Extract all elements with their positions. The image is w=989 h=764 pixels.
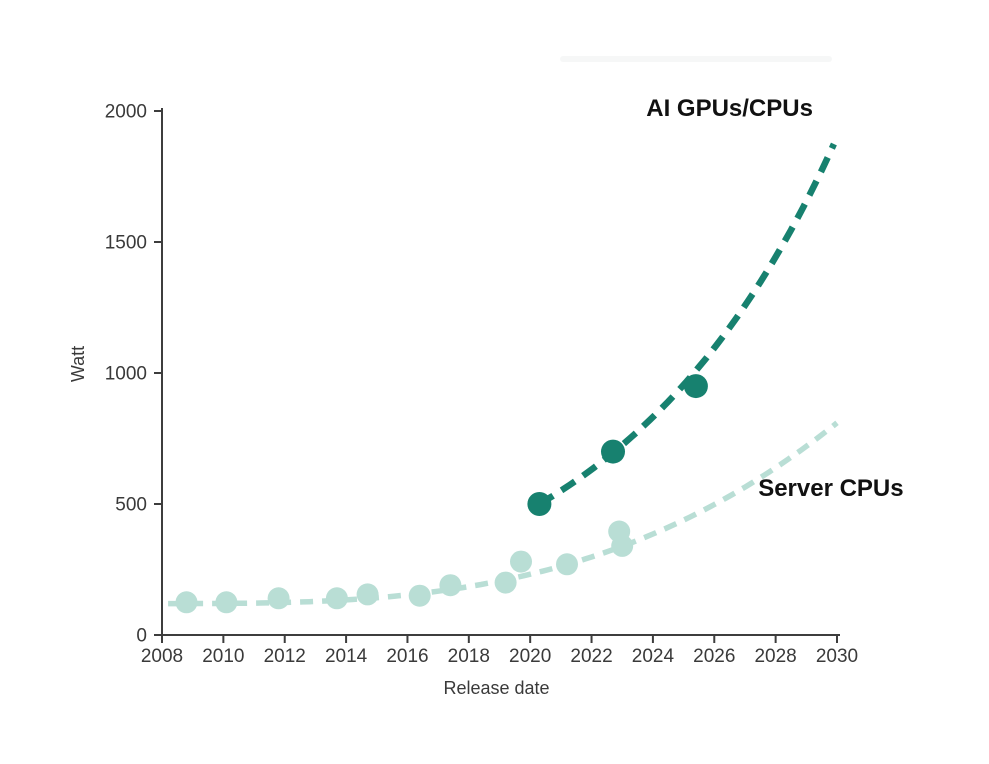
x-axis-title: Release date xyxy=(443,678,549,698)
data-point-server-cpus xyxy=(510,550,532,573)
trend-line-ai-gpus-cpus xyxy=(537,142,837,507)
series-label-server-cpus: Server CPUs xyxy=(758,475,903,502)
data-point-server-cpus xyxy=(439,574,462,597)
x-tick-label: 2028 xyxy=(754,646,796,667)
x-tick-label: 2020 xyxy=(509,646,551,667)
y-tick-label: 1000 xyxy=(105,364,147,385)
x-tick-label: 2008 xyxy=(141,646,183,667)
x-tick-label: 2030 xyxy=(816,646,858,667)
x-tick-label: 2014 xyxy=(325,646,368,667)
data-point-server-cpus xyxy=(325,587,348,610)
data-point-ai-gpus-cpus xyxy=(683,374,708,399)
data-point-ai-gpus-cpus xyxy=(601,439,625,464)
data-point-server-cpus xyxy=(556,553,578,576)
y-tick-label: 0 xyxy=(136,626,147,647)
y-axis-title: Watt xyxy=(68,346,88,382)
x-tick-label: 2018 xyxy=(448,646,490,667)
x-tick-label: 2022 xyxy=(570,646,612,667)
series-label-ai-gpus-cpus: AI GPUs/CPUs xyxy=(646,95,813,122)
x-tick-label: 2012 xyxy=(264,646,306,667)
data-point-server-cpus xyxy=(215,591,238,614)
y-tick-label: 2000 xyxy=(105,102,147,123)
data-point-server-cpus xyxy=(175,591,198,614)
x-tick-label: 2026 xyxy=(693,646,735,667)
y-tick-label: 500 xyxy=(115,495,147,516)
data-point-server-cpus xyxy=(611,534,634,557)
x-tick-label: 2024 xyxy=(632,646,675,667)
data-point-server-cpus xyxy=(267,587,290,610)
x-tick-label: 2016 xyxy=(386,646,428,667)
watermark-smudge xyxy=(560,56,832,62)
data-point-server-cpus xyxy=(408,584,431,607)
y-tick-label: 1500 xyxy=(105,233,147,254)
data-point-server-cpus xyxy=(494,571,517,594)
data-point-ai-gpus-cpus xyxy=(527,492,552,516)
data-point-server-cpus xyxy=(356,583,379,606)
x-tick-label: 2010 xyxy=(202,646,244,667)
